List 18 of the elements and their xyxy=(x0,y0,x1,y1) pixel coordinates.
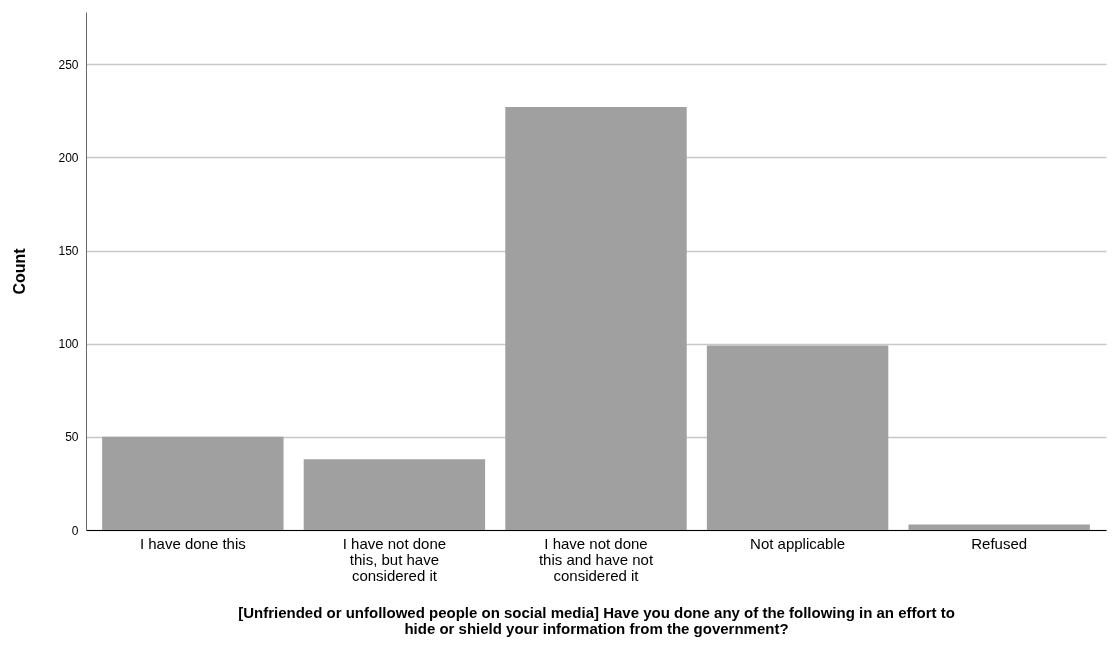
bar xyxy=(303,459,486,530)
bar xyxy=(706,345,889,530)
y-tick-label: 50 xyxy=(65,430,79,445)
bar xyxy=(908,524,1090,530)
y-axis-title: Count xyxy=(11,247,29,295)
y-tick-label: 250 xyxy=(58,57,79,72)
bar xyxy=(505,107,687,530)
y-tick-label: 0 xyxy=(71,523,79,538)
y-tick-label: 150 xyxy=(58,244,79,258)
x-axis-title: [Unfriended or unfollowed people on social media] Have you done any of the following in an effort to hide or shield your information from the government? xyxy=(238,603,955,637)
bar xyxy=(102,436,284,530)
x-tick-label: I have done this xyxy=(139,534,246,552)
x-tick-label: I have not done this, but have considered it xyxy=(342,534,447,584)
y-tick-label: 200 xyxy=(58,150,79,165)
x-tick-label: Refused xyxy=(971,534,1028,552)
x-tick-label: Not applicable xyxy=(750,534,846,552)
y-tick-label: 100 xyxy=(58,337,79,352)
x-tick-label: I have not done this and have not considered it xyxy=(538,534,654,584)
